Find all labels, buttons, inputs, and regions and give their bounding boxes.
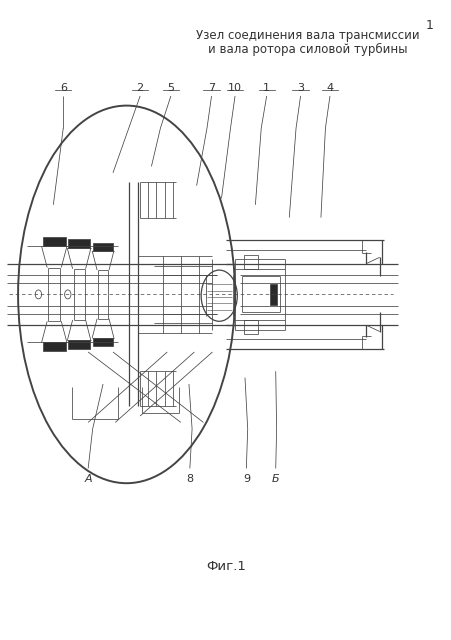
Text: и вала ротора силовой турбины: и вала ротора силовой турбины [207,44,406,56]
Bar [244,255,257,269]
Text: Узел соединения вала трансмиссии: Узел соединения вала трансмиссии [195,29,418,42]
Text: 8: 8 [186,474,193,484]
Bar [93,243,113,251]
Text: 3: 3 [296,83,304,93]
Bar [270,284,276,305]
Text: 10: 10 [228,83,241,93]
Text: 9: 9 [242,474,249,484]
Bar [68,239,90,248]
Bar [43,237,65,246]
Text: 7: 7 [207,83,215,93]
Text: 6: 6 [60,83,67,93]
Text: 2: 2 [136,83,143,93]
Text: 1: 1 [262,83,270,93]
Text: 4: 4 [326,83,333,93]
Bar [93,338,113,346]
Text: 5: 5 [167,83,174,93]
Text: А: А [84,474,92,484]
Bar [43,342,65,351]
Text: Фиг.1: Фиг.1 [206,560,245,573]
Text: 1: 1 [424,19,433,32]
Text: Б: Б [272,474,279,484]
Bar [68,340,90,349]
Bar [244,320,257,334]
